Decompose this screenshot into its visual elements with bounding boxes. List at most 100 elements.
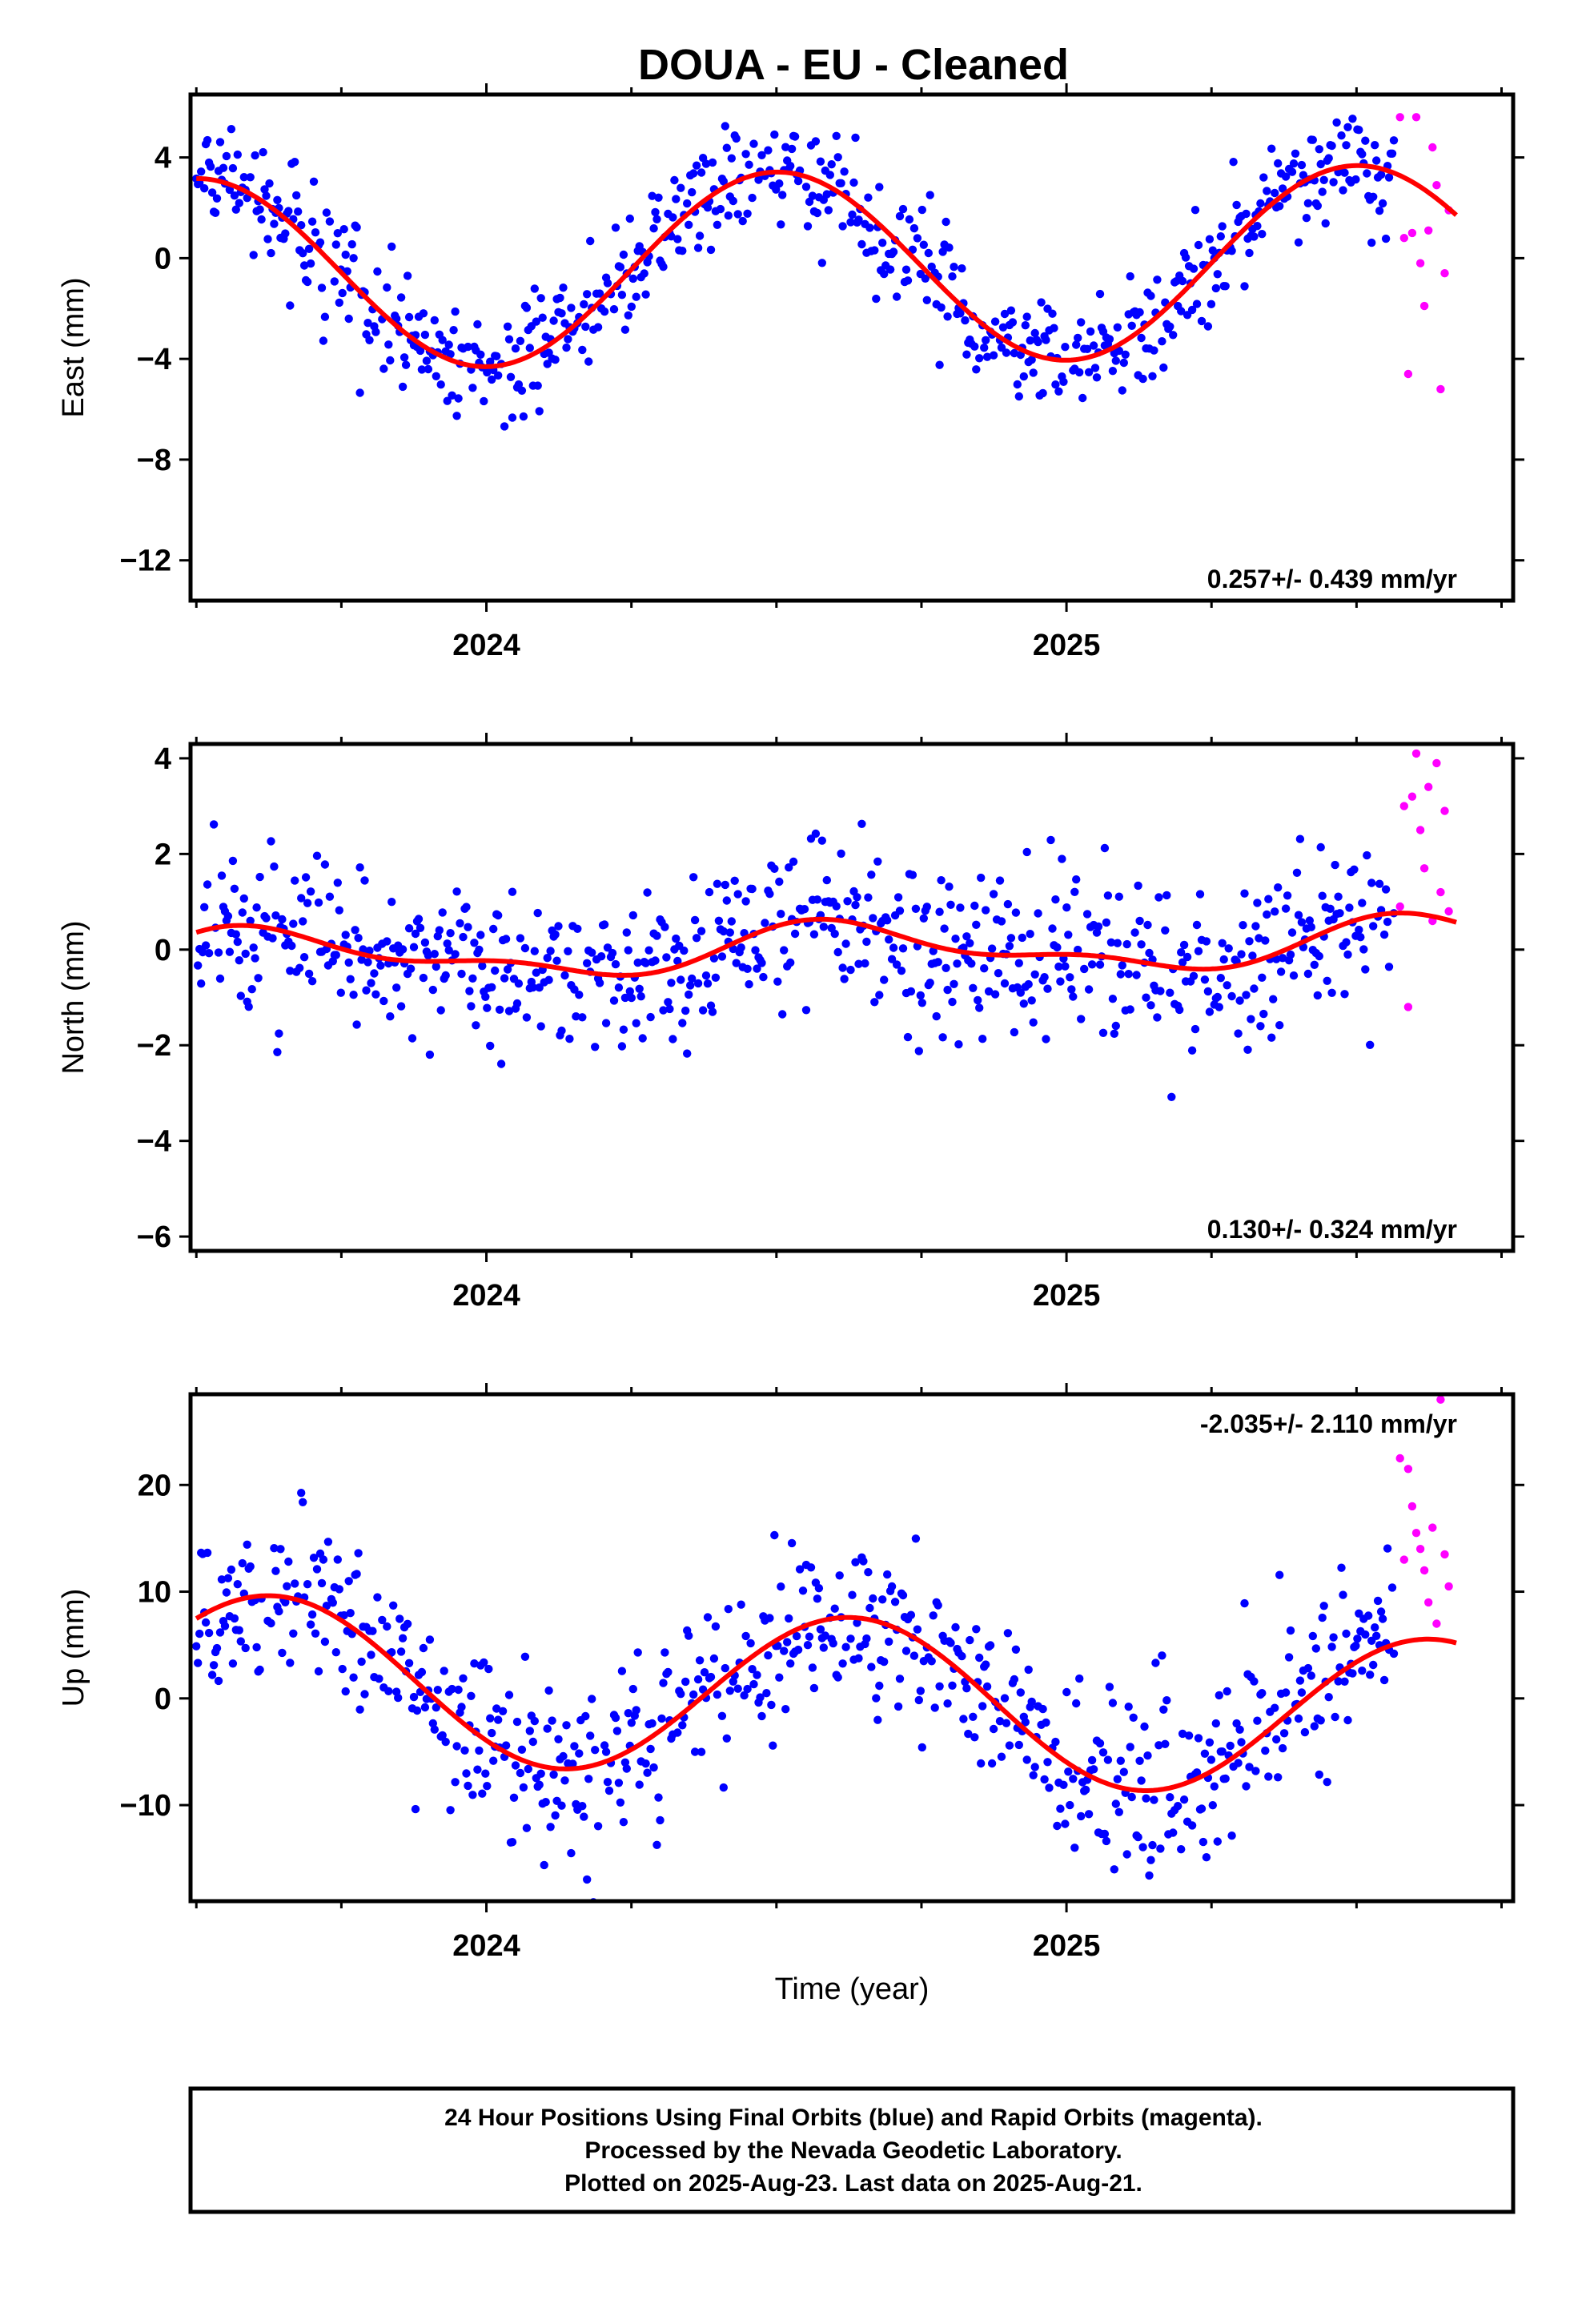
- final-orbit-point: [1381, 234, 1391, 243]
- final-orbit-point: [781, 143, 790, 151]
- final-orbit-point: [738, 216, 747, 226]
- rapid-orbit-point: [1432, 758, 1441, 768]
- final-orbit-point: [1308, 135, 1318, 144]
- final-orbit-point: [748, 884, 757, 894]
- final-orbit-point: [1105, 335, 1114, 344]
- final-orbit-point: [535, 983, 544, 992]
- final-orbit-point: [201, 941, 211, 950]
- final-orbit-point: [680, 946, 689, 955]
- final-orbit-point: [1208, 246, 1218, 255]
- final-orbit-point: [1197, 1804, 1207, 1813]
- final-orbit-point: [306, 259, 315, 268]
- final-orbit-point: [1192, 300, 1202, 308]
- final-orbit-point: [1319, 1602, 1328, 1610]
- final-orbit-point: [1090, 364, 1100, 372]
- final-orbit-point: [1276, 967, 1286, 976]
- final-orbit-point: [689, 1690, 698, 1699]
- final-orbit-point: [1013, 380, 1022, 389]
- final-orbit-point: [383, 1622, 391, 1631]
- final-orbit-point: [914, 1047, 924, 1055]
- final-orbit-point: [806, 1563, 816, 1572]
- final-orbit-point: [278, 915, 287, 924]
- final-orbit-point: [1002, 348, 1011, 357]
- final-orbit-point: [903, 1032, 913, 1042]
- final-orbit-point: [478, 962, 487, 971]
- final-orbit-point: [906, 987, 916, 996]
- final-orbit-point: [703, 1613, 713, 1622]
- final-orbit-point: [600, 1741, 609, 1750]
- footer-line-3: Plotted on 2025-Aug-23. Last data on 202…: [564, 2170, 1142, 2197]
- final-orbit-point: [651, 207, 660, 217]
- final-orbit-point: [307, 217, 317, 226]
- final-orbit-point: [267, 837, 275, 846]
- final-orbit-point: [243, 1540, 251, 1550]
- final-orbit-point: [444, 946, 453, 955]
- final-orbit-point: [241, 1643, 250, 1653]
- final-orbit-point: [419, 973, 428, 983]
- final-orbit-point: [929, 1611, 938, 1620]
- final-orbit-point: [901, 1647, 911, 1655]
- final-orbit-point: [357, 955, 366, 964]
- final-orbit-point: [209, 1661, 219, 1670]
- final-orbit-point: [446, 929, 455, 938]
- rapid-orbit-point: [1444, 1582, 1453, 1591]
- final-orbit-point: [532, 968, 540, 977]
- final-orbit-point: [328, 1598, 337, 1607]
- final-orbit-point: [1040, 1775, 1049, 1784]
- final-orbit-point: [1056, 1804, 1065, 1813]
- final-orbit-point: [677, 1690, 685, 1699]
- rapid-orbit-point: [1395, 902, 1404, 911]
- final-orbit-point: [504, 335, 514, 344]
- final-orbit-point: [787, 144, 797, 154]
- final-orbit-point: [454, 394, 463, 403]
- final-orbit-point: [441, 971, 450, 980]
- final-orbit-point: [614, 983, 624, 992]
- final-orbit-point: [1237, 1738, 1246, 1747]
- final-orbit-point: [1245, 248, 1254, 258]
- final-orbit-point: [570, 1742, 579, 1751]
- final-orbit-point: [530, 1716, 539, 1726]
- final-orbit-point: [619, 1025, 628, 1034]
- final-orbit-point: [494, 911, 503, 920]
- final-orbit-point: [325, 217, 335, 226]
- rapid-orbit-point: [1432, 1619, 1441, 1628]
- final-orbit-point: [759, 972, 768, 982]
- final-orbit-point: [616, 263, 625, 271]
- final-orbit-point: [460, 1746, 469, 1755]
- final-orbit-point: [514, 380, 524, 389]
- final-orbit-point: [1327, 141, 1336, 151]
- rapid-orbit-point: [1424, 226, 1433, 235]
- final-orbit-point: [265, 179, 274, 188]
- final-orbit-point: [938, 1033, 947, 1042]
- final-orbit-point: [373, 267, 382, 276]
- final-orbit-point: [392, 983, 401, 992]
- final-orbit-point: [969, 1712, 978, 1721]
- final-orbit-point: [1210, 1782, 1219, 1791]
- final-orbit-point: [438, 1731, 447, 1740]
- final-orbit-point: [544, 975, 553, 984]
- final-orbit-point: [913, 1625, 922, 1634]
- final-orbit-point: [801, 183, 811, 191]
- final-orbit-point: [1334, 892, 1343, 901]
- rapid-orbit-point: [1411, 113, 1421, 122]
- final-orbit-point: [743, 209, 752, 218]
- final-orbit-point: [1142, 993, 1150, 1002]
- final-orbit-point: [1006, 306, 1016, 315]
- final-orbit-point: [646, 1744, 655, 1754]
- final-orbit-point: [554, 1735, 563, 1743]
- final-orbit-point: [677, 975, 685, 984]
- final-orbit-point: [1069, 1775, 1078, 1783]
- final-orbit-point: [1327, 1642, 1336, 1651]
- final-orbit-point: [1291, 149, 1300, 158]
- final-orbit-point: [770, 130, 779, 139]
- final-orbit-point: [732, 134, 741, 143]
- final-orbit-point: [1113, 1775, 1122, 1783]
- final-orbit-point: [355, 1705, 364, 1714]
- final-orbit-point: [355, 863, 364, 872]
- final-orbit-point: [1111, 1799, 1121, 1808]
- final-orbit-point: [1240, 1598, 1249, 1608]
- final-orbit-point: [538, 313, 547, 322]
- final-orbit-point: [1218, 1747, 1227, 1756]
- final-orbit-point: [624, 946, 632, 955]
- final-orbit-point: [1297, 160, 1307, 170]
